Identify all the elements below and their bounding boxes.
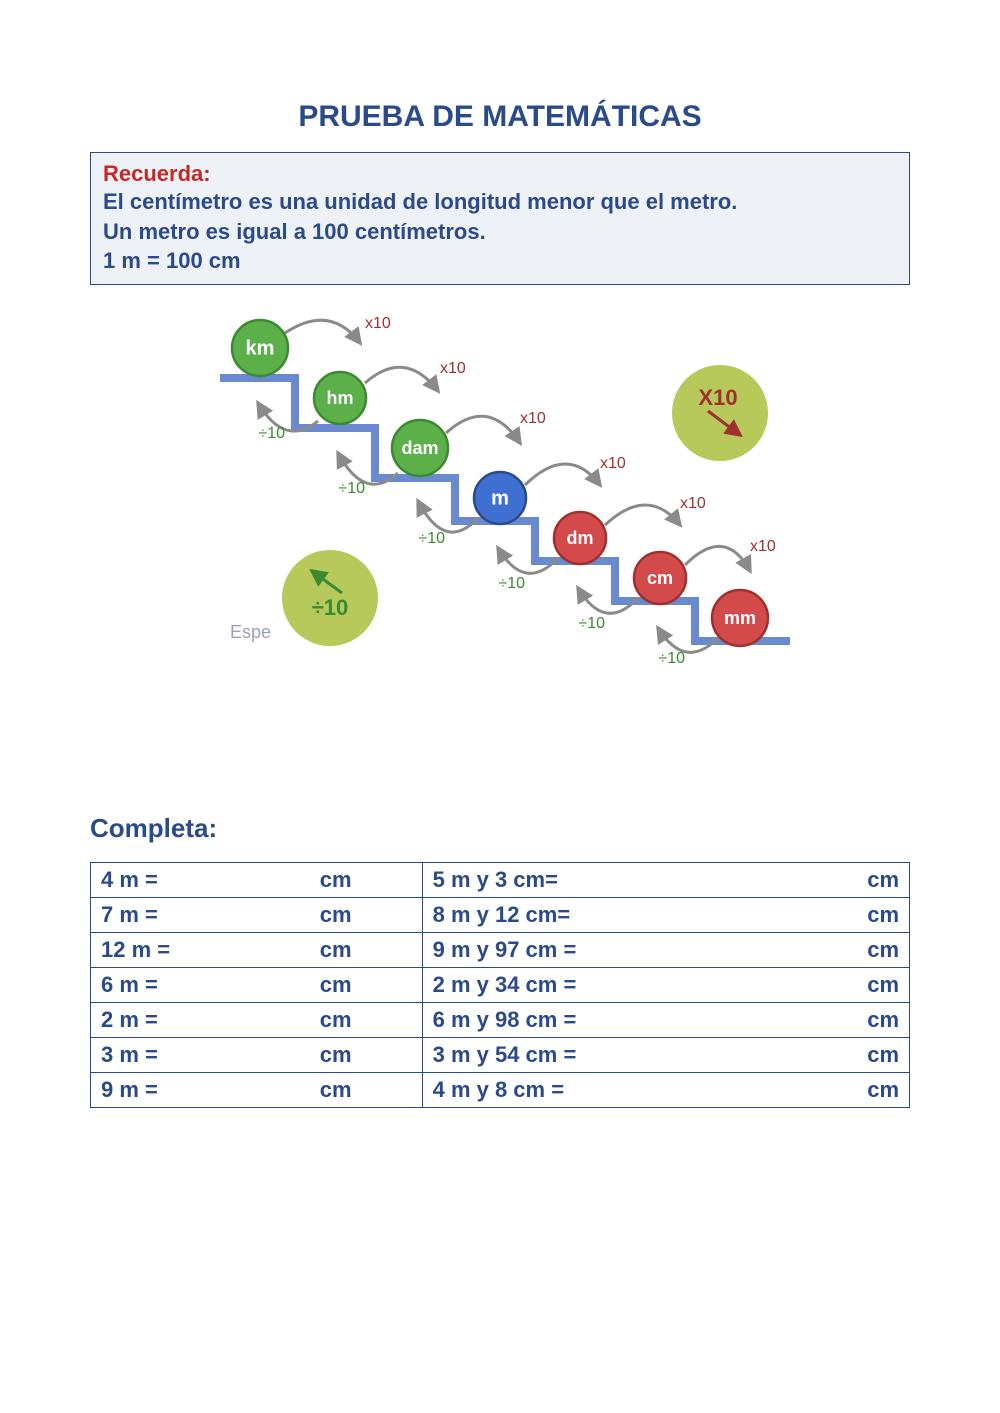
table-row: 3 m = cm 3 m y 54 cm = cm — [91, 1038, 910, 1073]
cell-a-left: 2 m = — [101, 1007, 158, 1033]
cell-a-left: 3 m = — [101, 1042, 158, 1068]
recuerda-box: Recuerda: El centímetro es una unidad de… — [90, 152, 910, 285]
stair-svg: x10 x10 x10 x10 x10 x10 ÷10 ÷10 ÷10 — [190, 293, 810, 673]
cell-a-left: 4 m = — [101, 867, 158, 893]
cell-a[interactable]: 12 m = cm — [91, 933, 423, 968]
cell-b-cm: cm — [867, 1007, 899, 1033]
table-row: 12 m = cm 9 m y 97 cm = cm — [91, 933, 910, 968]
cell-b-left: 9 m y 97 cm = — [433, 937, 577, 963]
svg-text:÷10: ÷10 — [338, 480, 365, 497]
cell-b[interactable]: 5 m y 3 cm= cm — [422, 863, 909, 898]
svg-text:÷10: ÷10 — [258, 425, 285, 442]
table-row: 4 m = cm 5 m y 3 cm= cm — [91, 863, 910, 898]
svg-text:x10: x10 — [600, 455, 626, 472]
table-row: 7 m = cm 8 m y 12 cm= cm — [91, 898, 910, 933]
svg-text:÷10: ÷10 — [658, 650, 685, 667]
cell-a-cm: cm — [320, 1042, 352, 1068]
unit-label-mm: mm — [724, 608, 756, 628]
svg-text:x10: x10 — [750, 538, 776, 555]
legend-x10-label: X10 — [698, 385, 737, 410]
completa-table: 4 m = cm 5 m y 3 cm= cm 7 m = cm 8 m y 12 cm= c… — [90, 862, 910, 1108]
page: PRUEBA DE MATEMÁTICAS Recuerda: El centí… — [0, 0, 1000, 1413]
cell-a[interactable]: 3 m = cm — [91, 1038, 423, 1073]
table-row: 2 m = cm 6 m y 98 cm = cm — [91, 1003, 910, 1038]
unit-label-cm: cm — [647, 568, 673, 588]
cell-b-left: 3 m y 54 cm = — [433, 1042, 577, 1068]
cell-a-cm: cm — [320, 1077, 352, 1103]
cell-b[interactable]: 2 m y 34 cm = cm — [422, 968, 909, 1003]
cell-b-left: 5 m y 3 cm= — [433, 867, 558, 893]
svg-text:x10: x10 — [680, 495, 706, 512]
cell-a[interactable]: 7 m = cm — [91, 898, 423, 933]
cell-a-cm: cm — [320, 972, 352, 998]
cell-a-cm: cm — [320, 902, 352, 928]
cell-b[interactable]: 8 m y 12 cm= cm — [422, 898, 909, 933]
cell-b-cm: cm — [867, 937, 899, 963]
cell-b-left: 8 m y 12 cm= — [433, 902, 571, 928]
cell-a[interactable]: 6 m = cm — [91, 968, 423, 1003]
svg-text:÷10: ÷10 — [498, 575, 525, 592]
cell-b[interactable]: 9 m y 97 cm = cm — [422, 933, 909, 968]
page-title: PRUEBA DE MATEMÁTICAS — [90, 100, 910, 134]
cell-b[interactable]: 3 m y 54 cm = cm — [422, 1038, 909, 1073]
unit-label-hm: hm — [327, 388, 354, 408]
legend-x10-circle — [672, 365, 768, 461]
table-row: 9 m = cm 4 m y 8 cm = cm — [91, 1073, 910, 1108]
svg-text:x10: x10 — [520, 410, 546, 427]
cell-b-cm: cm — [867, 867, 899, 893]
cell-a-left: 7 m = — [101, 902, 158, 928]
legend-div10-label: ÷10 — [312, 595, 349, 620]
cell-a[interactable]: 2 m = cm — [91, 1003, 423, 1038]
cell-b-left: 2 m y 34 cm = — [433, 972, 577, 998]
recuerda-line-2: 1 m = 100 cm — [103, 246, 897, 276]
completa-heading: Completa: — [90, 813, 910, 844]
cell-b-left: 6 m y 98 cm = — [433, 1007, 577, 1033]
recuerda-label: Recuerda: — [103, 161, 897, 187]
unit-label-m: m — [491, 487, 509, 509]
recuerda-line-0: El centímetro es una unidad de longitud … — [103, 187, 897, 217]
cell-a[interactable]: 4 m = cm — [91, 863, 423, 898]
cell-a-left: 9 m = — [101, 1077, 158, 1103]
cell-b-cm: cm — [867, 1042, 899, 1068]
cell-b[interactable]: 4 m y 8 cm = cm — [422, 1073, 909, 1108]
cell-a-cm: cm — [320, 867, 352, 893]
unit-label-dam: dam — [401, 438, 438, 458]
cell-a-left: 12 m = — [101, 937, 170, 963]
cell-a[interactable]: 9 m = cm — [91, 1073, 423, 1108]
cell-b-cm: cm — [867, 972, 899, 998]
svg-text:x10: x10 — [365, 315, 391, 332]
cell-b-left: 4 m y 8 cm = — [433, 1077, 564, 1103]
unit-label-km: km — [246, 337, 275, 359]
recuerda-line-1: Un metro es igual a 100 centímetros. — [103, 217, 897, 247]
table-row: 6 m = cm 2 m y 34 cm = cm — [91, 968, 910, 1003]
unit-label-dm: dm — [567, 528, 594, 548]
cell-a-cm: cm — [320, 937, 352, 963]
svg-text:÷10: ÷10 — [578, 615, 605, 632]
svg-text:÷10: ÷10 — [418, 530, 445, 547]
cell-a-left: 6 m = — [101, 972, 158, 998]
cell-b-cm: cm — [867, 1077, 899, 1103]
svg-text:x10: x10 — [440, 360, 466, 377]
stair-diagram: x10 x10 x10 x10 x10 x10 ÷10 ÷10 ÷10 — [190, 293, 810, 673]
cell-a-cm: cm — [320, 1007, 352, 1033]
signature: Espe — [230, 622, 271, 642]
cell-b[interactable]: 6 m y 98 cm = cm — [422, 1003, 909, 1038]
x10-arrows — [285, 320, 750, 571]
cell-b-cm: cm — [867, 902, 899, 928]
